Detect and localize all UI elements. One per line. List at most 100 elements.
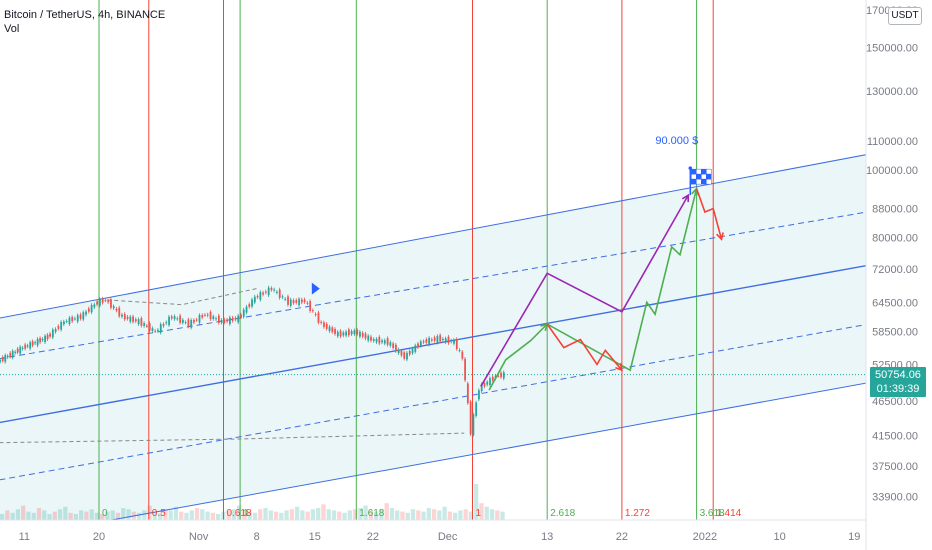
candle-body	[90, 304, 93, 313]
candle-body	[372, 339, 375, 341]
channel-line	[0, 211, 866, 360]
candle-body	[187, 319, 190, 327]
candle-body	[431, 339, 433, 341]
candle-body	[63, 321, 65, 325]
candle-body	[157, 329, 159, 331]
time-tick-label: 13	[541, 531, 553, 543]
candle-body	[251, 299, 253, 307]
candle-body	[472, 414, 475, 436]
volume-bar	[305, 511, 310, 520]
currency-selector[interactable]: USDT	[888, 7, 922, 25]
bar-countdown: 01:39:39	[876, 383, 920, 395]
candle-body	[253, 296, 256, 303]
candle-body	[217, 315, 220, 323]
candle-body	[497, 375, 500, 377]
volume-bar	[400, 511, 405, 520]
candle-body	[11, 350, 14, 358]
candle-body	[400, 350, 403, 356]
candle-body	[79, 314, 82, 319]
volume-bar	[495, 510, 500, 520]
candle-body	[34, 342, 37, 344]
volume-bar	[395, 510, 400, 520]
candle-body	[29, 342, 32, 349]
candle-body	[378, 336, 381, 344]
candle-body	[146, 325, 148, 327]
volume-bar	[279, 512, 284, 520]
candle-body	[483, 382, 486, 387]
candle-body	[115, 308, 118, 311]
bookmark-icon	[311, 282, 320, 295]
candle-body	[375, 338, 378, 343]
time-tick-label: 15	[309, 531, 321, 543]
candle-body	[129, 316, 132, 322]
candle-body	[231, 317, 234, 321]
volume-bar	[242, 510, 247, 520]
candle-body	[101, 298, 104, 303]
candle-body	[328, 326, 331, 332]
candle-body	[121, 314, 123, 317]
price-tick-label: 150000.00	[866, 43, 918, 55]
candle-body	[295, 300, 298, 303]
volume-bar	[300, 510, 305, 520]
candle-body	[118, 307, 121, 317]
volume-bar	[479, 503, 484, 520]
flag-cell	[696, 168, 702, 175]
flag-cell	[691, 178, 697, 185]
candle-body	[68, 317, 71, 325]
candle-body	[9, 352, 12, 357]
flag-cell	[706, 173, 712, 180]
volume-bar	[184, 512, 189, 520]
candle-body	[193, 320, 195, 323]
volume-bar	[163, 509, 168, 520]
candle-body	[339, 330, 342, 337]
volume-bar	[468, 511, 474, 520]
flag-cell	[691, 173, 697, 180]
candle-body	[126, 316, 129, 319]
volume-bar	[26, 511, 31, 520]
candle-body	[143, 323, 146, 326]
candle-body	[284, 298, 287, 300]
flag-cell	[696, 178, 702, 185]
current-price-value: 50754.06	[875, 369, 921, 381]
candle-body	[458, 350, 461, 352]
volume-bar	[484, 506, 489, 520]
volume-bar	[410, 509, 416, 520]
price-tick-label: 37500.00	[872, 461, 918, 473]
candle-body	[71, 316, 74, 322]
candle-body	[453, 339, 455, 344]
candle-body	[165, 322, 168, 324]
price-axis[interactable]: 170000.00150000.00130000.00110000.001000…	[865, 0, 918, 550]
price-tick-label: 72000.00	[872, 264, 918, 276]
time-tick-label: 19	[848, 531, 860, 543]
volume-bar	[405, 512, 410, 520]
price-tick-label: 100000.00	[866, 165, 918, 177]
volume-bar	[316, 508, 321, 520]
channel-line	[0, 324, 866, 481]
candle-body	[159, 324, 162, 333]
volume-bar	[21, 505, 26, 520]
volume-bar	[73, 514, 79, 520]
candle-body	[226, 319, 229, 322]
volume-indicator-label[interactable]: Vol	[4, 23, 20, 35]
candle-body	[403, 352, 406, 359]
candle-body	[298, 298, 300, 306]
symbol-title[interactable]: Bitcoin / TetherUS, 4h, BINANCE	[4, 9, 166, 21]
candle-body	[433, 337, 436, 341]
volume-bar	[352, 509, 358, 520]
candle-body	[359, 331, 361, 337]
time-tick-label: 22	[367, 531, 379, 543]
candle-body	[134, 319, 137, 322]
candle-body	[381, 340, 383, 343]
volume-bar	[10, 512, 15, 520]
volume-bar	[284, 510, 289, 520]
candle-body	[44, 335, 47, 343]
volume-bar	[426, 508, 431, 520]
fib-helper-line-bottom	[0, 432, 465, 444]
time-axis[interactable]: 11 20 Nov 8 15 22 Dec 13 22 2022 10 19	[0, 519, 866, 543]
channel-line	[0, 264, 866, 424]
volume-bar	[205, 511, 210, 520]
price-tick-label: 58500.00	[872, 327, 918, 339]
